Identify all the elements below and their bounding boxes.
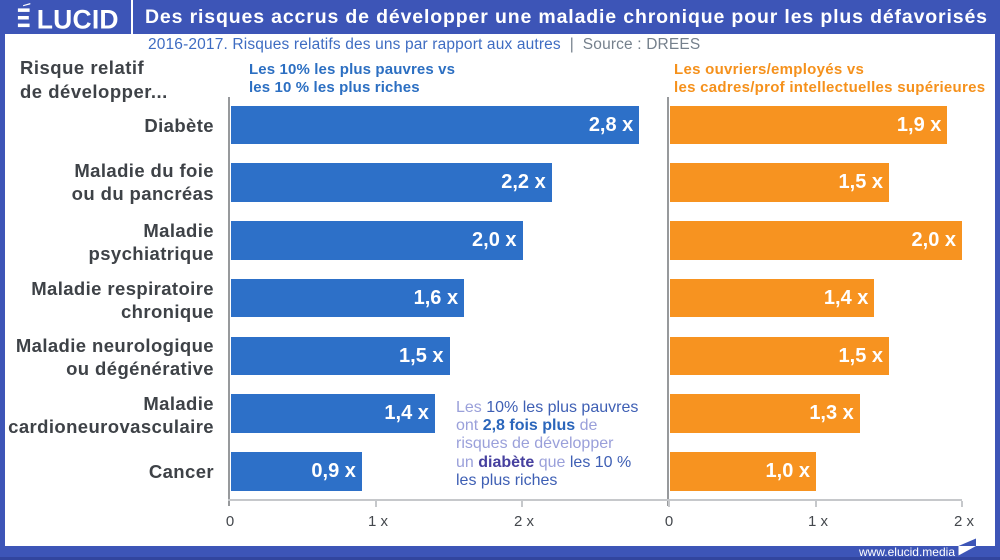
svg-text:LUCID: LUCID xyxy=(37,5,119,34)
